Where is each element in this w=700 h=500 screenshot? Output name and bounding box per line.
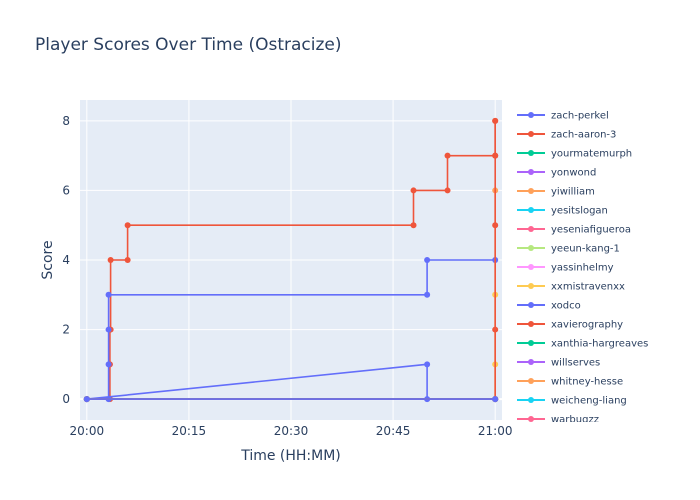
- legend-label: weicheng-liang: [551, 396, 627, 407]
- legend-label: whitney-hesse: [551, 377, 623, 388]
- legend-item[interactable]: willserves: [517, 358, 600, 369]
- legend-item[interactable]: whitney-hesse: [517, 377, 623, 388]
- data-point: [124, 257, 131, 263]
- legend-item[interactable]: yeseniafigueroa: [517, 225, 631, 236]
- y-tick-labels: 0 2 4 6 8: [62, 114, 70, 406]
- legend-label: xodco: [551, 301, 581, 312]
- legend-label: yassinhelmy: [551, 263, 614, 274]
- legend-item[interactable]: yiwilliam: [517, 187, 595, 198]
- data-point: [105, 326, 112, 333]
- legend-item[interactable]: xodco: [517, 301, 581, 312]
- legend-label: yiwilliam: [551, 187, 595, 198]
- legend-marker: [528, 397, 534, 403]
- legend-label: xxmistravenxx: [551, 282, 625, 293]
- legend-marker: [528, 359, 534, 365]
- legend-label: zach-aaron-3: [551, 130, 616, 141]
- x-tick-label: 20:45: [376, 424, 411, 438]
- data-point: [492, 326, 499, 333]
- series-zach-perkel: [83, 396, 499, 403]
- y-tick-label: 8: [62, 114, 70, 128]
- data-point: [105, 361, 112, 368]
- x-tick-label: 20:00: [70, 424, 105, 438]
- y-tick-label: 2: [62, 323, 70, 337]
- data-point: [410, 222, 417, 229]
- data-point: [444, 152, 451, 159]
- legend-item[interactable]: zach-aaron-3: [517, 130, 616, 141]
- legend[interactable]: zach-perkel zach-aaron-3 yourmatemurph yonw…: [517, 111, 648, 426]
- y-axis-title: Score: [40, 240, 56, 279]
- data-point: [492, 117, 499, 124]
- legend-marker: [528, 150, 534, 156]
- data-point: [492, 396, 499, 403]
- data-point: [424, 361, 431, 368]
- legend-label: warbugzz: [551, 415, 599, 426]
- legend-marker: [528, 207, 534, 213]
- legend-label: xavierography: [551, 320, 623, 331]
- legend-label: yourmatemurph: [551, 149, 632, 160]
- legend-marker: [528, 226, 534, 232]
- x-tick-label: 20:15: [172, 424, 207, 438]
- legend-label: yesitslogan: [551, 206, 608, 217]
- y-tick-label: 4: [62, 253, 70, 267]
- data-point: [410, 187, 417, 194]
- legend-label: yeseniafigueroa: [551, 225, 631, 236]
- legend-item[interactable]: xanthia-hargreaves: [517, 339, 648, 350]
- legend-marker: [528, 283, 534, 289]
- legend-item[interactable]: warbugzz: [517, 415, 599, 426]
- x-axis-title: Time (HH:MM): [240, 448, 341, 464]
- legend-label: willserves: [551, 358, 600, 369]
- series-line: [86, 120, 496, 400]
- legend-label: zach-perkel: [551, 111, 609, 122]
- data-point: [492, 222, 499, 229]
- legend-label: yeeun-kang-1: [551, 244, 620, 255]
- legend-marker: [528, 245, 534, 251]
- x-tick-label: 21:00: [478, 424, 513, 438]
- legend-marker: [528, 112, 534, 118]
- legend-marker: [528, 131, 534, 137]
- legend-item[interactable]: yesitslogan: [517, 206, 608, 217]
- data-point: [492, 152, 499, 159]
- data-point: [124, 222, 131, 229]
- legend-item[interactable]: yassinhelmy: [517, 263, 614, 274]
- legend-item[interactable]: xxmistravenxx: [517, 282, 625, 293]
- legend-marker: [528, 169, 534, 175]
- legend-marker: [528, 340, 534, 346]
- y-tick-label: 0: [62, 392, 70, 406]
- data-point: [107, 257, 114, 263]
- legend-item[interactable]: xavierography: [517, 320, 623, 331]
- x-tick-labels: 20:00 20:15 20:30 20:45 21:00: [70, 424, 513, 438]
- data-point: [424, 291, 431, 298]
- data-point: [424, 257, 431, 263]
- x-tick-label: 20:30: [274, 424, 309, 438]
- legend-item[interactable]: weicheng-liang: [517, 396, 627, 407]
- legend-marker: [528, 188, 534, 194]
- y-tick-label: 6: [62, 183, 70, 197]
- chart-title: Player Scores Over Time (Ostracize): [35, 35, 342, 55]
- legend-label: xanthia-hargreaves: [551, 339, 648, 350]
- legend-marker: [528, 321, 534, 327]
- legend-marker: [528, 264, 534, 270]
- legend-label: yonwond: [551, 168, 596, 179]
- legend-marker: [528, 416, 534, 422]
- data-point: [105, 291, 112, 298]
- legend-item[interactable]: yourmatemurph: [517, 149, 632, 160]
- legend-item[interactable]: zach-perkel: [517, 111, 609, 122]
- legend-item[interactable]: yeeun-kang-1: [517, 244, 620, 255]
- legend-item[interactable]: yonwond: [517, 168, 596, 179]
- series-layer: [83, 117, 499, 403]
- data-point: [83, 396, 90, 403]
- data-point: [444, 187, 451, 194]
- legend-marker: [528, 378, 534, 384]
- legend-marker: [528, 302, 534, 308]
